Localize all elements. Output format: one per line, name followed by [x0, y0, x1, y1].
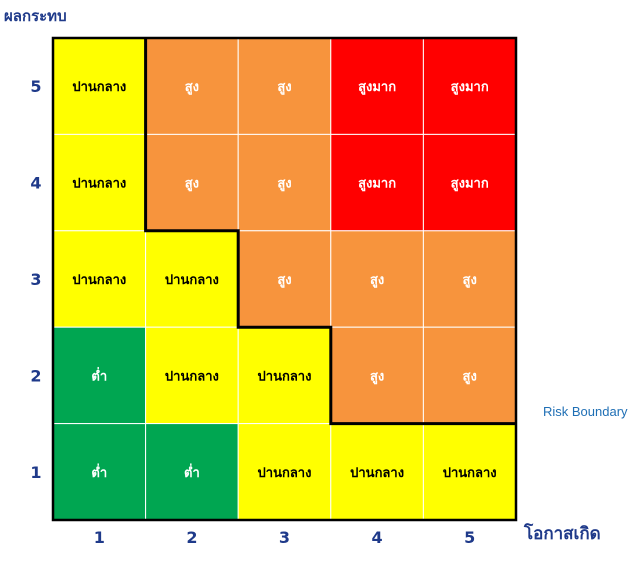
cell-label: สูง [370, 273, 384, 288]
matrix-border [51, 36, 518, 522]
x-tick-label: 4 [372, 528, 383, 547]
x-tick-label: 3 [279, 528, 290, 547]
cell-label: ปานกลาง [443, 466, 497, 481]
x-axis-title: โอกาสเกิด [524, 524, 601, 544]
cell-label: ปานกลาง [258, 466, 312, 481]
risk-boundary-line [144, 38, 516, 426]
cell-label: ปานกลาง [165, 273, 219, 288]
matrix-cell [330, 133, 424, 232]
matrix-cell [52, 230, 147, 328]
matrix-cell [330, 230, 424, 328]
matrix-cell [145, 423, 239, 521]
cell-label: สูง [463, 369, 477, 384]
matrix-cell [237, 230, 332, 328]
cell-label: ปานกลาง [72, 80, 126, 95]
cell-label: ปานกลาง [258, 369, 312, 384]
cell-label: สูงมาก [358, 80, 396, 95]
matrix-cell [330, 326, 424, 425]
cell-label: สูงมาก [451, 177, 489, 192]
cell-label: ปานกลาง [350, 466, 404, 481]
cell-label: ต่ำ [184, 463, 200, 481]
x-tick-label: 2 [186, 528, 197, 547]
y-tick-label: 2 [30, 366, 41, 385]
cell-label: สูง [277, 177, 291, 192]
cell-label: ปานกลาง [165, 369, 219, 384]
cell-label: ปานกลาง [72, 273, 126, 288]
y-tick-label: 5 [30, 77, 41, 96]
cell-label: สูงมาก [451, 80, 489, 95]
cell-label: ต่ำ [91, 463, 107, 481]
cell-label: สูง [463, 273, 477, 288]
cell-label: สูง [277, 273, 291, 288]
y-axis-title: ผลกระทบ [4, 7, 67, 25]
matrix-cell [422, 230, 517, 328]
y-tick-label: 3 [30, 270, 41, 289]
risk-boundary-label: Risk Boundary [543, 404, 628, 419]
matrix-cell [145, 230, 239, 328]
matrix-cell [237, 133, 332, 232]
cell-label: สูง [185, 177, 199, 192]
cell-label: สูง [370, 369, 384, 384]
x-tick-label: 5 [464, 528, 475, 547]
cell-label: ปานกลาง [72, 177, 126, 192]
cell-label: สูง [185, 80, 199, 95]
x-tick-label: 1 [94, 528, 105, 547]
matrix-cell [330, 423, 424, 521]
y-tick-label: 4 [30, 174, 41, 193]
y-tick-label: 1 [30, 463, 41, 482]
matrix-cell [52, 133, 147, 232]
matrix-cell [237, 326, 332, 425]
cell-label: ต่ำ [91, 366, 107, 384]
cell-label: สูงมาก [358, 177, 396, 192]
cell-label: สูง [277, 80, 291, 95]
matrix-cell [145, 133, 239, 232]
